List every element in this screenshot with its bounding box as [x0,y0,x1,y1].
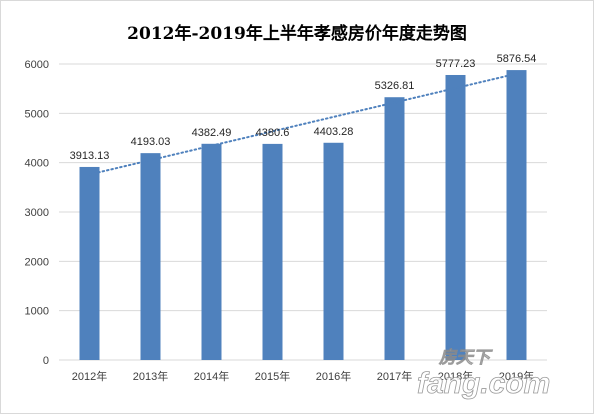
data-label: 5876.54 [497,53,537,65]
bar-2017年 [384,97,405,361]
watermark-en: fang.com [417,367,550,400]
y-axis: 0 1000 2000 3000 4000 5000 6000 [25,59,49,367]
data-label: 5326.81 [375,80,415,92]
y-tick-label: 0 [43,355,49,367]
trendline [88,72,518,176]
bar-2019年 [506,70,527,360]
y-tick-label: 4000 [25,158,49,170]
x-tick-label: 2018年 [438,369,473,383]
y-tick-label: 5000 [25,108,49,120]
x-tick-label: 2017年 [377,369,412,383]
x-tick-label: 2019年 [499,369,534,383]
bar-2012年 [79,166,100,360]
watermark-logo: 房天下 fang.com [417,348,551,401]
bars [79,70,527,361]
watermark-cn: 房天下 [438,348,493,367]
data-label: 4193.03 [131,136,171,148]
x-tick-label: 2015年 [255,369,290,383]
y-tick-label: 1000 [25,306,49,318]
y-tick-label: 6000 [25,59,49,71]
y-tick-label: 2000 [25,256,49,268]
x-tick-label: 2016年 [316,369,351,383]
gridlines [59,63,547,361]
data-label: 3913.13 [70,150,110,162]
x-tick-label: 2013年 [133,369,168,383]
chart-title: 2012年-2019年上半年孝感房价年度走势图 [127,23,467,44]
data-label: 4382.49 [192,127,232,139]
x-tick-label: 2012年 [72,369,107,383]
x-tick-label: 2014年 [194,369,229,383]
data-label: 4380.6 [256,127,290,139]
data-label: 4403.28 [314,126,354,138]
bar-2013年 [140,153,161,360]
data-label: 5777.23 [436,58,476,70]
y-tick-label: 3000 [25,207,49,219]
bar-2015年 [262,143,283,360]
x-axis: 2012年 2013年 2014年 2015年 2016年 2017年 2018年 2019年 [72,369,534,383]
bar-2014年 [201,143,222,360]
bar-2016年 [323,142,344,360]
trendline-line [88,72,518,176]
data-labels: 3913.13 4193.03 4382.49 4380.6 4403.28 5326.8… [70,53,537,162]
bar-2018年 [445,74,466,360]
